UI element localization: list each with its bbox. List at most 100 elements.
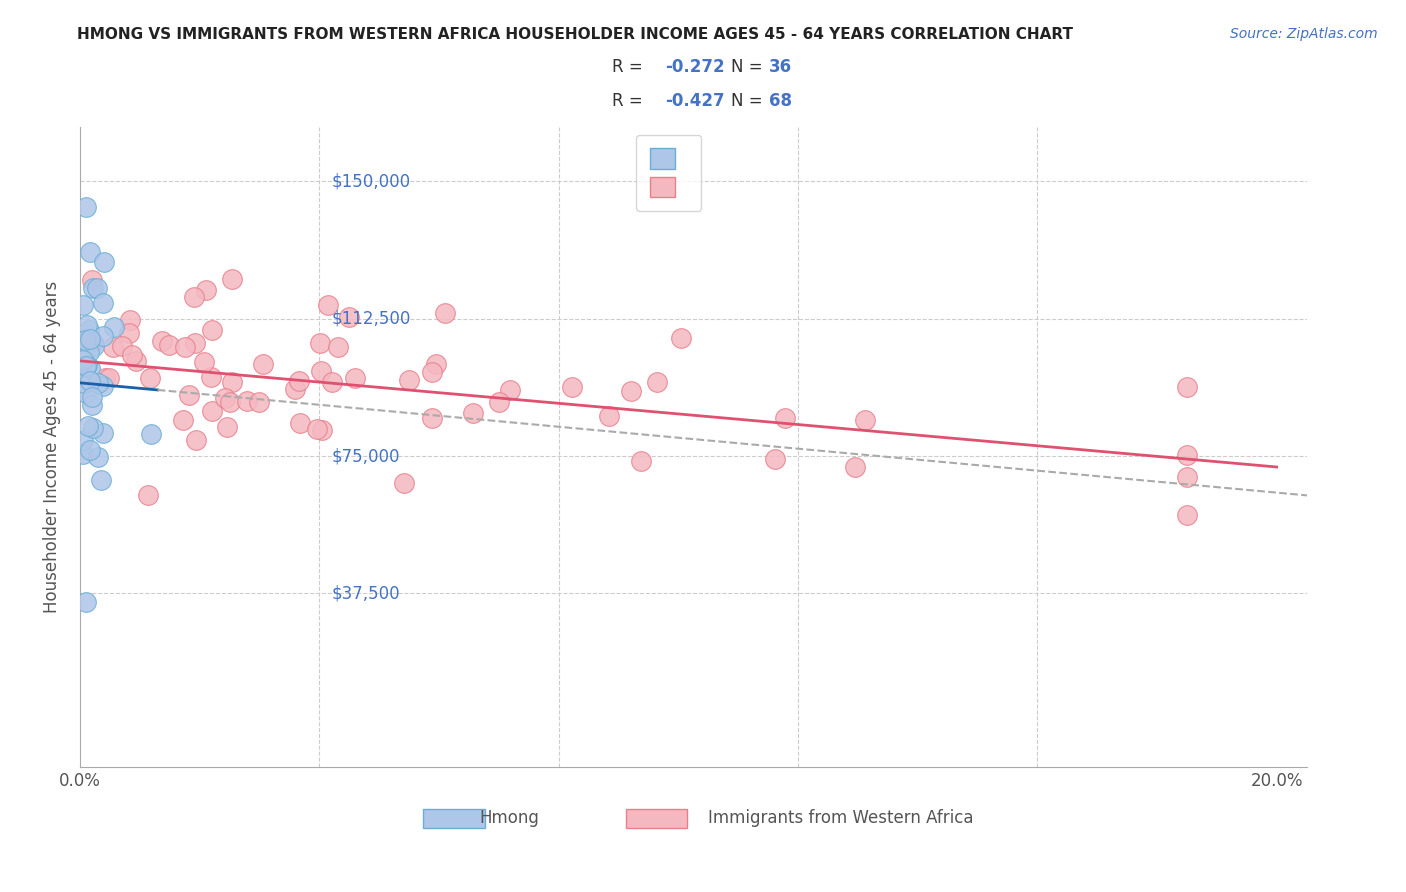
- Point: [309, 336, 332, 351]
- Point: [90, 473, 112, 487]
- Point: [111, 339, 134, 353]
- Y-axis label: Householder Income Ages 45 - 64 years: Householder Income Ages 45 - 64 years: [44, 281, 60, 613]
- Point: [72, 353, 94, 368]
- Point: [77, 323, 100, 337]
- Point: [87, 450, 110, 465]
- Point: [669, 330, 692, 344]
- Point: [307, 422, 329, 436]
- Point: [219, 395, 242, 409]
- Point: [91, 378, 114, 392]
- Point: [337, 310, 360, 324]
- Point: [72, 433, 94, 447]
- Point: [425, 357, 447, 371]
- Point: [75, 595, 97, 609]
- Point: [87, 376, 110, 390]
- Point: [598, 409, 620, 423]
- Point: [93, 371, 115, 385]
- Point: [91, 426, 114, 441]
- Point: [138, 370, 160, 384]
- FancyBboxPatch shape: [423, 809, 485, 828]
- Point: [75, 385, 97, 400]
- Point: [103, 320, 125, 334]
- Text: 68: 68: [769, 92, 792, 110]
- Point: [1175, 508, 1198, 522]
- Point: [392, 476, 415, 491]
- Point: [72, 298, 94, 312]
- Point: [174, 340, 197, 354]
- Point: [79, 442, 101, 457]
- Point: [221, 375, 243, 389]
- Point: [194, 283, 217, 297]
- Point: [328, 340, 350, 354]
- Point: [91, 329, 114, 343]
- Point: [236, 393, 259, 408]
- Point: [193, 354, 215, 368]
- Text: Hmong: Hmong: [479, 809, 538, 828]
- Point: [201, 323, 224, 337]
- Point: [82, 334, 104, 349]
- Point: [98, 371, 121, 385]
- Point: [844, 460, 866, 475]
- Point: [77, 345, 100, 359]
- Point: [420, 411, 443, 425]
- Point: [139, 426, 162, 441]
- Point: [80, 398, 103, 412]
- Text: HMONG VS IMMIGRANTS FROM WESTERN AFRICA HOUSEHOLDER INCOME AGES 45 - 64 YEARS CO: HMONG VS IMMIGRANTS FROM WESTERN AFRICA …: [77, 27, 1073, 42]
- Point: [620, 384, 643, 399]
- Point: [434, 306, 457, 320]
- Point: [645, 375, 668, 389]
- Text: $37,500: $37,500: [332, 584, 399, 602]
- Point: [763, 451, 786, 466]
- FancyBboxPatch shape: [626, 809, 688, 828]
- Point: [309, 364, 332, 378]
- Point: [172, 413, 194, 427]
- Point: [157, 337, 180, 351]
- Text: R =: R =: [612, 92, 648, 110]
- Point: [82, 281, 104, 295]
- Point: [217, 420, 239, 434]
- Point: [343, 370, 366, 384]
- Point: [80, 390, 103, 404]
- Point: [1175, 380, 1198, 394]
- Point: [290, 417, 312, 431]
- Point: [252, 357, 274, 371]
- Point: [72, 447, 94, 461]
- Point: [75, 359, 97, 373]
- Point: [288, 374, 311, 388]
- Point: [75, 200, 97, 214]
- Point: [488, 395, 510, 409]
- Point: [73, 376, 96, 390]
- Point: [561, 379, 583, 393]
- Point: [79, 374, 101, 388]
- Point: [91, 295, 114, 310]
- Point: [630, 454, 652, 468]
- Point: [775, 410, 797, 425]
- Point: [125, 354, 148, 368]
- Point: [83, 339, 105, 353]
- Point: [284, 382, 307, 396]
- Text: $75,000: $75,000: [332, 447, 399, 465]
- Text: $150,000: $150,000: [332, 172, 411, 191]
- Text: -0.427: -0.427: [665, 92, 724, 110]
- Point: [118, 326, 141, 341]
- Point: [138, 487, 160, 501]
- Point: [398, 373, 420, 387]
- Point: [80, 273, 103, 287]
- Point: [1175, 470, 1198, 484]
- Text: $112,500: $112,500: [332, 310, 411, 327]
- Point: [420, 366, 443, 380]
- Point: [183, 336, 205, 351]
- Text: Source: ZipAtlas.com: Source: ZipAtlas.com: [1230, 27, 1378, 41]
- Point: [183, 290, 205, 304]
- Text: 36: 36: [769, 58, 792, 76]
- Text: R =: R =: [612, 58, 648, 76]
- Point: [318, 297, 340, 311]
- Point: [93, 255, 115, 269]
- Point: [76, 318, 98, 332]
- Point: [499, 383, 522, 397]
- Point: [79, 245, 101, 260]
- Point: [247, 394, 270, 409]
- Point: [855, 413, 877, 427]
- Text: N =: N =: [731, 58, 768, 76]
- Point: [221, 271, 243, 285]
